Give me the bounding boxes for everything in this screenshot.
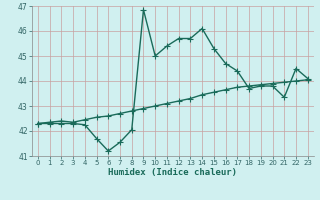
X-axis label: Humidex (Indice chaleur): Humidex (Indice chaleur) <box>108 168 237 177</box>
